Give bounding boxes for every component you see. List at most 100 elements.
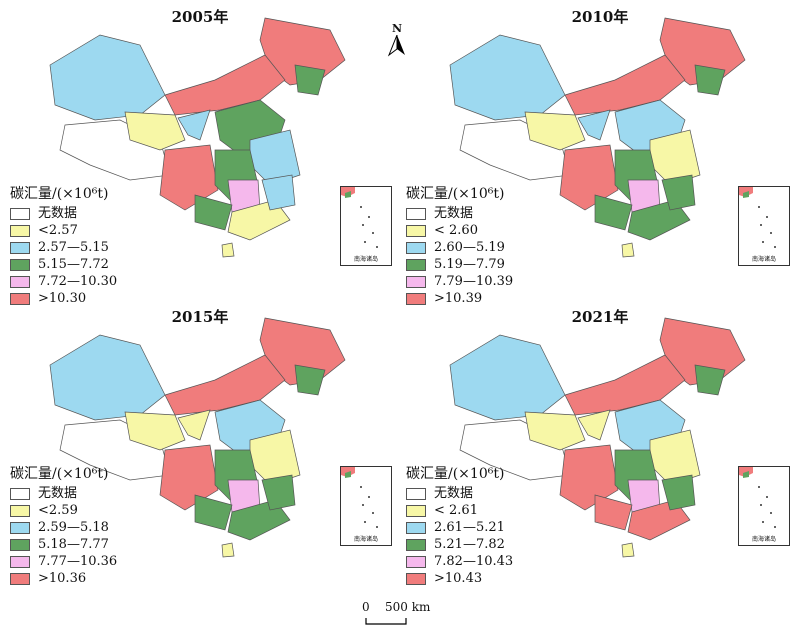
legend-label-5: >10.43 [434, 571, 483, 586]
inset-label: 南海诸岛 [353, 536, 378, 543]
region-northeast-green [694, 364, 726, 396]
south-china-sea-inset: 南海诸岛 [340, 186, 392, 266]
swatch-nodata [10, 487, 30, 500]
panel-title: 2015年 [171, 308, 229, 326]
map-panel-2005: 2005年 碳汇量/(×10⁶t) 无数据 <2.57 2.57—5.15 5.… [0, 0, 400, 306]
inset-island-dot [368, 216, 370, 218]
swatch-class-4 [406, 555, 426, 568]
map-panel-2010: 2010年 碳汇量/(×10⁶t) 无数据 < 2.60 2.60—5.19 5… [400, 0, 800, 306]
region-hainan [621, 242, 635, 258]
inset-islands-icon [341, 467, 378, 528]
legend-label-3: 5.21—7.82 [434, 537, 505, 552]
china-map-2005 [49, 17, 346, 258]
legend-label-4: 7.72—10.30 [38, 274, 118, 289]
swatch-class-1 [10, 224, 30, 237]
region-hainan [621, 542, 635, 558]
region-qinghai [124, 411, 186, 451]
south-china-sea-inset: 南海诸岛 [738, 186, 790, 266]
legend-2015: 碳汇量/(×10⁶t) 无数据 <2.59 2.59—5.18 5.18—7.7… [10, 466, 117, 587]
legend-label-5: >10.36 [38, 571, 87, 586]
region-qinghai [124, 111, 186, 151]
legend-label-1: <2.57 [38, 223, 78, 238]
panel-title: 2021年 [571, 308, 629, 326]
south-china-sea-inset: 南海诸岛 [738, 466, 790, 546]
legend-title: 碳汇量/(×10⁶t) [406, 466, 505, 482]
scale-bar: 0 500 km [360, 600, 440, 630]
north-arrow-icon [387, 34, 405, 57]
region-inner-mongolia [164, 354, 286, 416]
legend-2021: 碳汇量/(×10⁶t) 无数据 < 2.61 2.61—5.21 5.21—7.… [406, 466, 513, 587]
scale-value: 500 km [385, 600, 431, 614]
inset-island-dot [760, 504, 762, 506]
region-hainan [221, 242, 235, 258]
inset-island-dot [364, 241, 366, 243]
swatch-nodata [406, 207, 426, 220]
legend-label-nodata: 无数据 [434, 486, 474, 501]
region-guangxi [194, 194, 233, 231]
inset-island-dot [774, 526, 776, 528]
swatch-class-3 [406, 258, 426, 271]
legend-title: 碳汇量/(×10⁶t) [10, 466, 109, 482]
swatch-class-2 [10, 241, 30, 254]
legend-label-2: 2.61—5.21 [434, 520, 505, 535]
legend-2010: 碳汇量/(×10⁶t) 无数据 < 2.60 2.60—5.19 5.19—7.… [406, 186, 513, 307]
region-guangxi [594, 494, 633, 531]
china-map-2015 [49, 317, 346, 558]
north-label: N [391, 22, 403, 35]
region-northeast-green [294, 64, 326, 96]
inset-island-dot [770, 512, 772, 514]
region-gansu [577, 109, 611, 141]
inset-green-area [743, 471, 749, 478]
legend-label-2: 2.59—5.18 [38, 520, 109, 535]
inset-island-dot [766, 496, 768, 498]
inset-island-dot [762, 241, 764, 243]
region-gansu [177, 409, 211, 441]
region-gansu [577, 409, 611, 441]
region-fujian [661, 174, 696, 211]
region-fujian [661, 474, 696, 511]
legend-label-5: >10.39 [434, 291, 483, 306]
swatch-class-5 [10, 572, 30, 585]
legend-label-2: 2.57—5.15 [38, 240, 109, 255]
legend-label-3: 5.18—7.77 [38, 537, 109, 552]
region-xinjiang [449, 334, 566, 421]
inset-island-dot [376, 526, 378, 528]
legend-label-5: >10.30 [38, 291, 87, 306]
legend-label-4: 7.79—10.39 [434, 274, 514, 289]
inset-green-area [743, 191, 749, 198]
legend-label-3: 5.19—7.79 [434, 257, 505, 272]
swatch-class-3 [406, 538, 426, 551]
legend-label-2: 2.60—5.19 [434, 240, 505, 255]
region-xinjiang [449, 34, 566, 121]
region-inner-mongolia [564, 354, 686, 416]
inset-island-dot [368, 496, 370, 498]
china-map-2010 [449, 17, 746, 258]
inset-islands-icon [739, 187, 776, 248]
legend-label-1: < 2.61 [434, 503, 478, 518]
swatch-nodata [406, 487, 426, 500]
panel-title: 2010年 [571, 8, 629, 26]
legend-title: 碳汇量/(×10⁶t) [406, 186, 505, 202]
inset-island-dot [364, 521, 366, 523]
inset-islands-icon [341, 187, 378, 248]
swatch-class-2 [10, 521, 30, 534]
swatch-class-1 [406, 224, 426, 237]
swatch-class-2 [406, 241, 426, 254]
inset-green-area [345, 471, 351, 478]
swatch-class-1 [10, 504, 30, 517]
inset-island-dot [770, 232, 772, 234]
swatch-class-1 [406, 504, 426, 517]
legend-label-nodata: 无数据 [434, 206, 474, 221]
region-fujian [261, 174, 296, 211]
region-gansu [177, 109, 211, 141]
panel-title: 2005年 [171, 8, 229, 26]
inset-island-dot [766, 216, 768, 218]
swatch-class-4 [10, 555, 30, 568]
swatch-nodata [10, 207, 30, 220]
region-guangxi [194, 494, 233, 531]
region-xinjiang [49, 34, 166, 121]
legend-label-nodata: 无数据 [38, 206, 78, 221]
swatch-class-5 [10, 292, 30, 305]
region-northeast-green [294, 364, 326, 396]
legend-label-4: 7.77—10.36 [38, 554, 118, 569]
